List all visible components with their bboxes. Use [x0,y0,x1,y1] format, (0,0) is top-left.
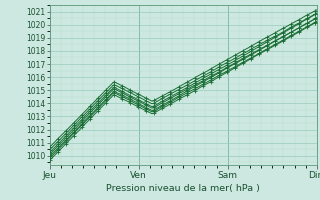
X-axis label: Pression niveau de la mer( hPa ): Pression niveau de la mer( hPa ) [106,184,260,193]
